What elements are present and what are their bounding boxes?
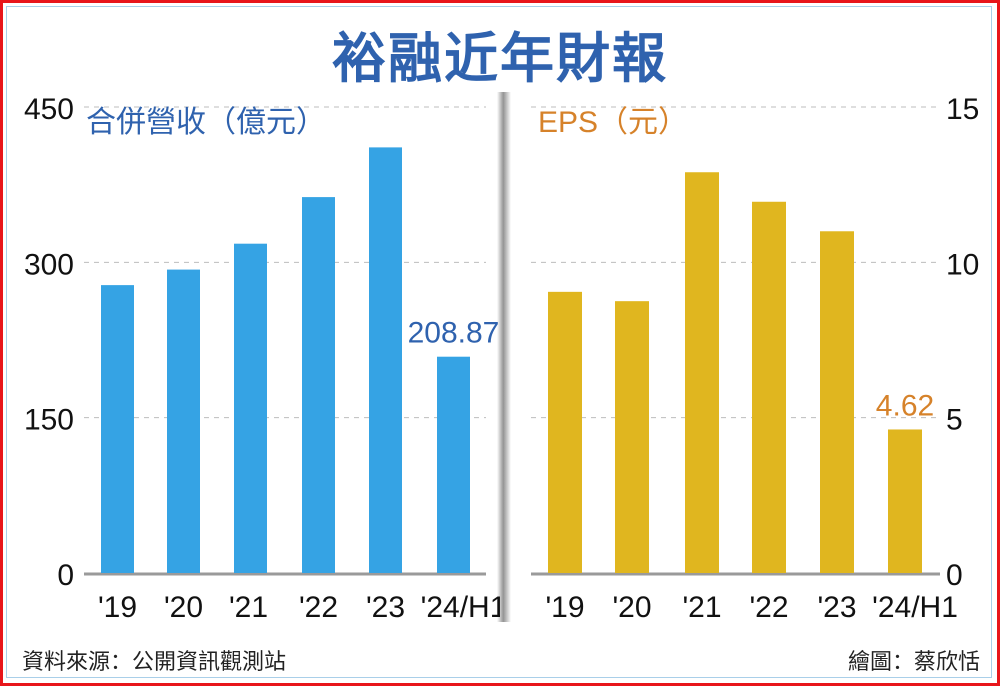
y-tick-label: 450 [24,93,74,126]
bar [548,291,582,573]
x-tick-label: '24/H1 [872,591,958,624]
bar [369,147,402,574]
bar [752,201,786,573]
series-title: 合併營收（億元） [86,106,326,139]
x-tick-label: '23 [817,591,856,624]
source-note: 資料來源：公開資訊觀測站 [22,650,287,675]
bar [167,269,200,573]
bar [101,285,134,573]
y-tick-label: 10 [946,248,979,281]
x-tick-label: '20 [164,591,203,624]
revenue-chart: 0 150 300 450 '19 '20 '21 '22 '23 '24/H1 208.87 合併營… [24,93,500,624]
x-tick-label: '20 [612,591,651,624]
series-title: EPS（元） [538,106,688,139]
x-tick-label: '23 [366,591,405,624]
x-tick-label: '21 [229,591,268,624]
data-label: 4.62 [876,389,934,422]
x-tick-label: '19 [98,591,137,624]
x-tick-label: '19 [545,591,584,624]
y-tick-label: 0 [946,559,963,592]
y-tick-label: 0 [57,559,74,592]
x-tick-label: '24/H1 [421,591,500,624]
inner-frame [6,6,992,678]
y-tick-label: 150 [24,404,74,437]
credit-note: 繪圖：蔡欣恬 [847,650,980,675]
bar [888,429,922,573]
eps-chart: 0 5 10 15 '19 '20 '21 '22 '23 '24/H1 4.62 EPS（元） [531,93,979,624]
data-label: 208.87 [408,317,500,350]
y-tick-label: 300 [24,248,74,281]
bar [234,243,267,573]
bar [302,197,335,574]
bar [820,231,854,573]
bar [685,172,719,574]
x-tick-label: '21 [682,591,721,624]
chart-title: 裕融近年財報 [332,27,668,90]
x-tick-label: '22 [299,591,338,624]
bar [437,356,470,573]
y-tick-label: 15 [946,93,979,126]
bar [615,301,649,573]
y-tick-label: 5 [946,404,963,437]
x-tick-label: '22 [749,591,788,624]
panel-divider [497,92,511,622]
